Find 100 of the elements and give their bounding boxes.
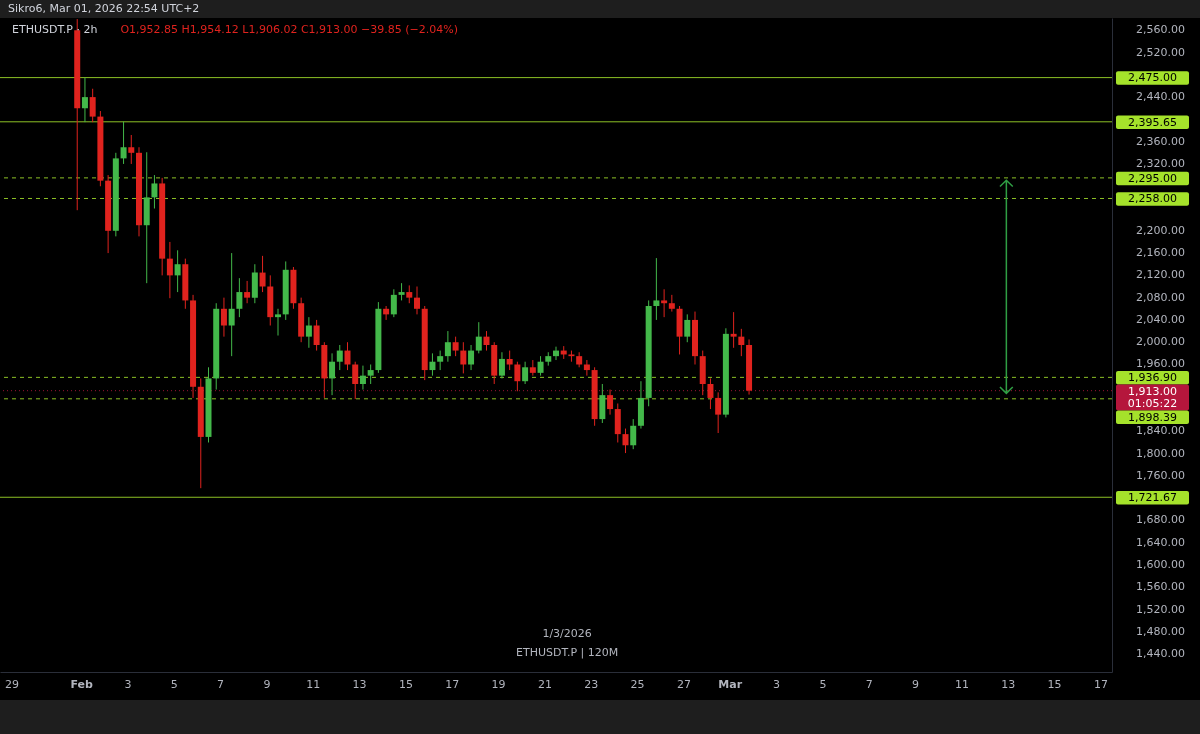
candlestick [684,313,691,343]
candlestick [166,241,173,299]
x-tick-label: 13 [1001,677,1016,691]
candlestick [174,249,181,293]
candlestick [553,346,559,361]
candlestick [89,88,96,123]
candlestick [429,352,436,377]
candlestick [344,341,351,371]
candlestick [468,344,475,371]
candlestick [228,252,235,357]
ref-line-label: 1,721.67 [1128,491,1177,505]
x-tick-label: 17 [445,677,460,691]
candlestick [483,330,490,352]
candlestick [220,297,227,338]
x-tick-label: 3 [773,677,781,691]
x-tick-label: 7 [865,677,873,691]
candlestick [151,174,158,210]
candlestick [329,352,336,396]
x-tick-label: 5 [819,677,827,691]
x-tick-label: 3 [124,677,132,691]
x-tick-label: 21 [537,677,552,691]
x-tick-label: 25 [630,677,645,691]
ref-line-label: 1,913.00 01:05:22 [1127,384,1178,411]
candlestick [128,134,135,165]
text: Sikro6, Mar 01, 2026 22:54 UTC+2 [8,2,200,15]
x-tick-label: 5 [170,677,178,691]
y-tick-label: 2,520.00 [1136,45,1185,59]
y-tick-label: 2,160.00 [1136,246,1185,260]
x-tick-label: 27 [676,677,691,691]
x-tick-label: 23 [584,677,599,691]
y-tick-label: 1,600.00 [1136,558,1185,572]
y-tick-label: 2,000.00 [1136,335,1185,349]
candlestick [236,277,243,318]
candlestick [367,364,374,385]
y-tick-label: 1,680.00 [1136,513,1185,527]
y-tick-label: 2,360.00 [1136,134,1185,148]
x-tick-label: 29 [5,677,20,691]
x-tick-label: 11 [306,677,321,691]
y-tick-label: 2,120.00 [1136,268,1185,282]
x-tick-label: 15 [1047,677,1062,691]
candlestick [622,428,629,454]
y-tick-label: 1,960.00 [1136,357,1185,371]
x-tick-label: Mar [718,677,743,691]
candlestick [305,316,312,349]
candlestick [313,319,320,352]
candlestick [653,257,660,321]
y-tick-label: 1,800.00 [1136,446,1185,460]
y-tick-label: 2,080.00 [1136,290,1185,304]
candlestick [707,377,714,410]
candlestick [506,350,513,371]
y-tick-label: 2,440.00 [1136,90,1185,104]
ref-line-label: 2,295.00 [1128,171,1177,185]
candlestick [522,361,529,385]
y-tick-label: 1,440.00 [1136,647,1185,661]
ref-line-label: 1,898.39 [1128,410,1177,424]
y-tick-label: 1,640.00 [1136,535,1185,549]
candlestick [437,350,444,371]
x-tick-label: 9 [263,677,271,691]
y-tick-label: 1,480.00 [1136,624,1185,638]
x-tick-label: Feb [70,677,93,691]
candlestick [359,365,366,391]
candlestick [460,341,467,374]
candlestick [244,280,251,304]
ref-line-label: 2,258.00 [1128,192,1177,206]
chart-title: ETHUSDT.P · 2h [12,23,98,36]
x-tick-label: 13 [352,677,367,691]
y-tick-label: 1,560.00 [1136,580,1185,594]
candlestick [475,321,482,354]
candlestick [661,288,668,318]
candlestick [444,330,451,363]
x-tick-label: 19 [491,677,506,691]
candlestick [715,391,722,434]
x-tick-label: 15 [398,677,413,691]
candlestick [599,383,606,424]
annotation: ETHUSDT.P | 120M [516,646,619,659]
candlestick [630,418,637,450]
candlestick [259,255,266,293]
annotation: 1/3/2026 [542,627,592,640]
candlestick [336,344,343,371]
x-tick-label: 11 [954,677,969,691]
candlestick [730,311,737,349]
candlestick [583,359,590,377]
ref-line-label: 1,936.90 [1128,371,1177,385]
candlestick [414,286,420,315]
candlestick [537,355,544,377]
ref-line-label: 2,475.00 [1128,71,1177,85]
candlestick [738,328,745,357]
y-tick-label: 1,520.00 [1136,602,1185,616]
y-tick-label: 2,200.00 [1136,223,1185,237]
candlestick [514,361,521,392]
candlestick [498,351,505,379]
candlestick [390,288,397,318]
y-tick-label: 1,840.00 [1136,424,1185,438]
y-tick-label: 1,760.00 [1136,468,1185,482]
candlestick [383,305,390,321]
y-tick-label: 2,040.00 [1136,312,1185,326]
x-tick-label: 7 [217,677,225,691]
candlestick [120,121,127,165]
x-tick-label: 17 [1093,677,1108,691]
candlestick [81,77,88,123]
